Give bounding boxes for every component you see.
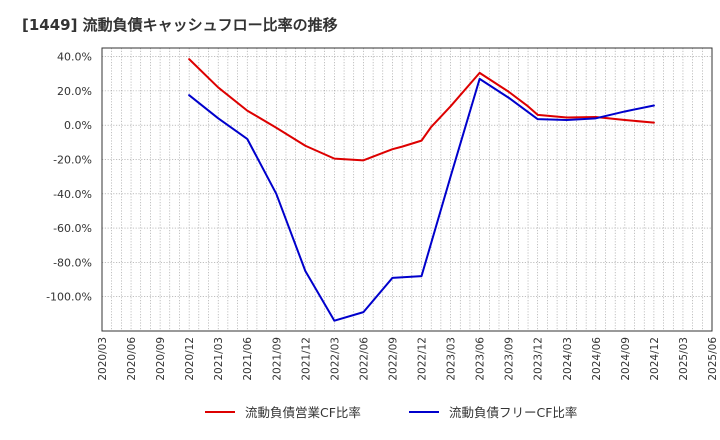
x-tick-label: 2024/09 bbox=[620, 337, 632, 381]
x-tick-label: 2024/06 bbox=[591, 337, 603, 381]
y-tick-label: -40.0% bbox=[53, 188, 92, 201]
x-tick-label: 2025/03 bbox=[678, 337, 690, 381]
legend-layer: 流動負債営業CF比率 流動負債フリーCF比率 bbox=[205, 405, 577, 420]
y-tick-label: 0.0% bbox=[64, 119, 92, 132]
legend-label: 流動負債営業CF比率 bbox=[245, 405, 361, 420]
y-tick-label: 20.0% bbox=[57, 85, 92, 98]
x-tick-label: 2022/06 bbox=[358, 337, 370, 381]
legend-label: 流動負債フリーCF比率 bbox=[449, 405, 577, 420]
plot-frame bbox=[101, 47, 713, 332]
series-layer bbox=[188, 58, 655, 322]
chart-title: [1449] 流動負債キャッシュフロー比率の推移 bbox=[22, 16, 338, 34]
y-tick-label: -80.0% bbox=[53, 256, 92, 269]
x-tick-label: 2022/03 bbox=[329, 337, 341, 381]
x-tick-label: 2020/03 bbox=[97, 337, 109, 381]
x-tick-label: 2024/12 bbox=[649, 337, 661, 381]
x-tick-label: 2022/12 bbox=[417, 337, 429, 381]
x-tick-label: 2020/06 bbox=[126, 337, 138, 381]
y-tick-label: -20.0% bbox=[53, 153, 92, 166]
x-tick-label: 2020/09 bbox=[155, 337, 167, 381]
x-tick-label: 2021/09 bbox=[271, 337, 283, 381]
x-tick-label: 2023/09 bbox=[504, 337, 516, 381]
x-tick-label: 2021/06 bbox=[242, 337, 254, 381]
y-tick-label: -100.0% bbox=[46, 291, 92, 304]
y-tick-label: -60.0% bbox=[53, 222, 92, 235]
x-tick-label: 2024/03 bbox=[562, 337, 574, 381]
x-tick-label: 2021/03 bbox=[213, 337, 225, 381]
x-tick-label: 2023/12 bbox=[533, 337, 545, 381]
x-tick-label: 2025/06 bbox=[707, 337, 719, 381]
x-tick-label: 2022/09 bbox=[387, 337, 399, 381]
x-tick-label: 2023/06 bbox=[475, 337, 487, 381]
x-tick-label: 2021/12 bbox=[300, 337, 312, 381]
axis-layer: 40.0% 20.0% 0.0% -20.0% -40.0% -60.0% -80.0% -1… bbox=[46, 47, 719, 381]
grid-layer bbox=[101, 48, 713, 331]
x-tick-label: 2023/03 bbox=[446, 337, 458, 381]
series-line-free-cf bbox=[188, 77, 655, 322]
series-line-operating-cf bbox=[188, 58, 655, 162]
x-tick-label: 2020/12 bbox=[184, 337, 196, 381]
y-tick-label: 40.0% bbox=[57, 51, 92, 64]
